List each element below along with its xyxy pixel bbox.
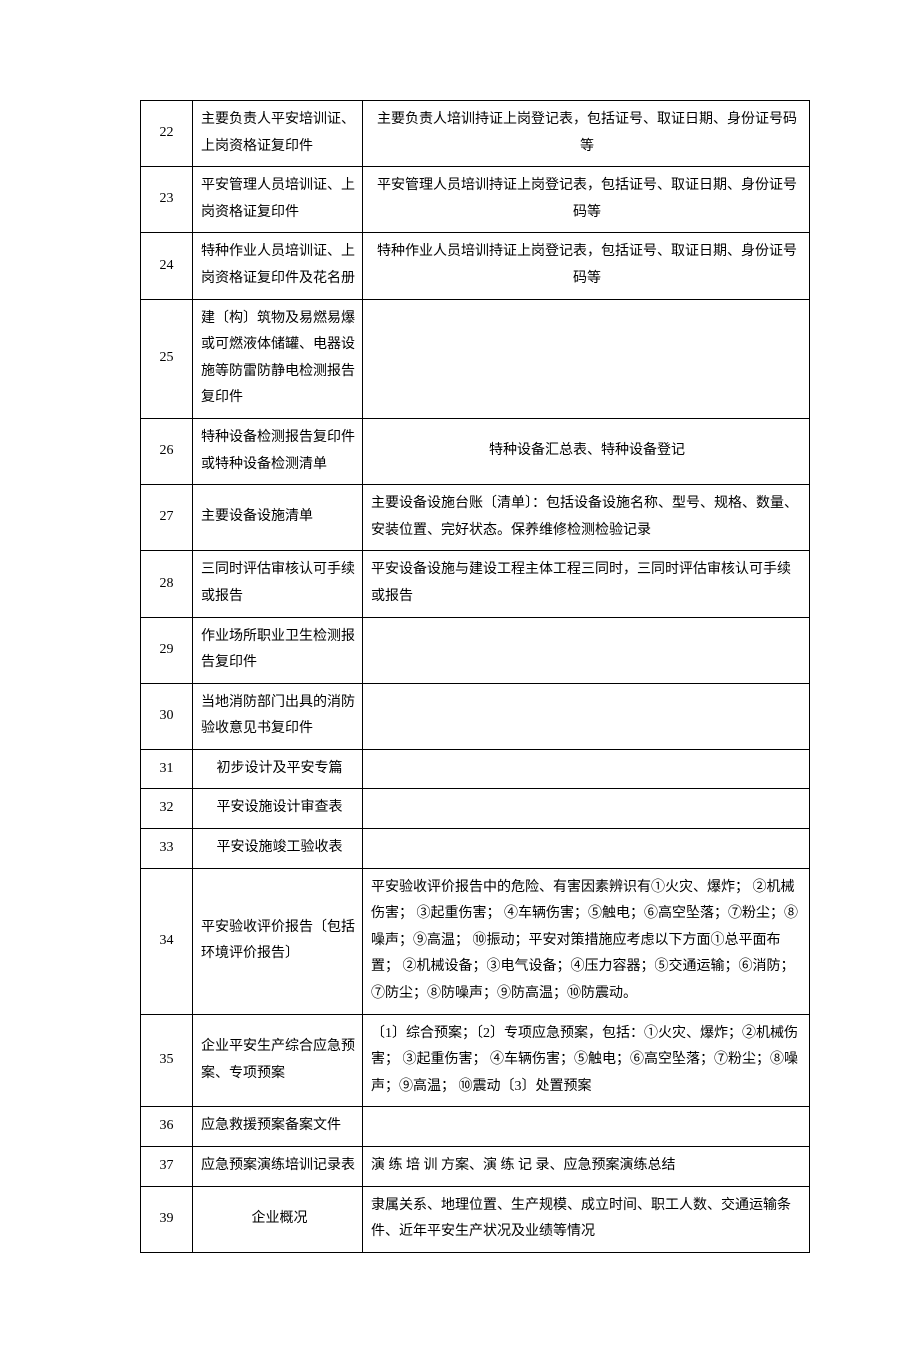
- row-desc: 主要设备设施台账〔清单〕：包括设备设施名称、型号、规格、数量、安装位置、完好状态…: [363, 485, 810, 551]
- row-desc: 主要负责人培训持证上岗登记表，包括证号、取证日期、身份证号码等: [363, 101, 810, 167]
- row-item: 企业平安生产综合应急预案、专项预案: [193, 1014, 363, 1107]
- row-desc: [363, 749, 810, 789]
- row-desc: 平安验收评价报告中的危险、有害因素辨识有①火灾、爆炸； ②机械伤害； ③起重伤害…: [363, 868, 810, 1014]
- row-item: 特种作业人员培训证、上岗资格证复印件及花名册: [193, 233, 363, 299]
- row-number: 30: [141, 683, 193, 749]
- table-row: 37 应急预案演练培训记录表 演 练 培 训 方案、演 练 记 录、应急预案演练…: [141, 1147, 810, 1187]
- row-item: 平安设施设计审查表: [193, 789, 363, 829]
- row-desc: [363, 789, 810, 829]
- row-number: 32: [141, 789, 193, 829]
- row-number: 29: [141, 617, 193, 683]
- row-number: 37: [141, 1147, 193, 1187]
- document-page: 22 主要负责人平安培训证、上岗资格证复印件 主要负责人培训持证上岗登记表，包括…: [0, 0, 920, 1353]
- row-number: 33: [141, 829, 193, 869]
- table-row: 29 作业场所职业卫生检测报告复印件: [141, 617, 810, 683]
- row-item: 应急预案演练培训记录表: [193, 1147, 363, 1187]
- table-row: 34 平安验收评价报告〔包括环境评价报告〕 平安验收评价报告中的危险、有害因素辨…: [141, 868, 810, 1014]
- row-desc: [363, 299, 810, 418]
- row-item: 三同时评估审核认可手续或报告: [193, 551, 363, 617]
- row-item: 企业概况: [193, 1186, 363, 1252]
- row-number: 28: [141, 551, 193, 617]
- row-number: 35: [141, 1014, 193, 1107]
- row-item: 当地消防部门出具的消防验收意见书复印件: [193, 683, 363, 749]
- table-row: 28 三同时评估审核认可手续或报告 平安设备设施与建设工程主体工程三同时，三同时…: [141, 551, 810, 617]
- row-item: 主要负责人平安培训证、上岗资格证复印件: [193, 101, 363, 167]
- row-number: 31: [141, 749, 193, 789]
- row-number: 27: [141, 485, 193, 551]
- table-row: 32 平安设施设计审查表: [141, 789, 810, 829]
- row-desc: 平安设备设施与建设工程主体工程三同时，三同时评估审核认可手续或报告: [363, 551, 810, 617]
- table-row: 33 平安设施竣工验收表: [141, 829, 810, 869]
- row-number: 34: [141, 868, 193, 1014]
- row-item: 特种设备检测报告复印件或特种设备检测清单: [193, 418, 363, 484]
- row-number: 39: [141, 1186, 193, 1252]
- row-desc: 隶属关系、地理位置、生产规模、成立时间、职工人数、交通运输条件、近年平安生产状况…: [363, 1186, 810, 1252]
- table-row: 26 特种设备检测报告复印件或特种设备检测清单 特种设备汇总表、特种设备登记: [141, 418, 810, 484]
- row-item: 主要设备设施清单: [193, 485, 363, 551]
- row-desc: [363, 683, 810, 749]
- row-number: 26: [141, 418, 193, 484]
- row-desc: [363, 829, 810, 869]
- row-number: 22: [141, 101, 193, 167]
- row-desc: 特种作业人员培训持证上岗登记表，包括证号、取证日期、身份证号码等: [363, 233, 810, 299]
- row-desc: 演 练 培 训 方案、演 练 记 录、应急预案演练总结: [363, 1147, 810, 1187]
- row-number: 36: [141, 1107, 193, 1147]
- row-desc: 〔1〕综合预案；〔2〕专项应急预案，包括：①火灾、爆炸；②机械伤害； ③起重伤害…: [363, 1014, 810, 1107]
- row-item: 建〔构〕筑物及易燃易爆或可燃液体储罐、电器设施等防雷防静电检测报告复印件: [193, 299, 363, 418]
- row-item: 作业场所职业卫生检测报告复印件: [193, 617, 363, 683]
- row-item: 平安管理人员培训证、上岗资格证复印件: [193, 167, 363, 233]
- table-row: 25 建〔构〕筑物及易燃易爆或可燃液体储罐、电器设施等防雷防静电检测报告复印件: [141, 299, 810, 418]
- table-row: 23 平安管理人员培训证、上岗资格证复印件 平安管理人员培训持证上岗登记表，包括…: [141, 167, 810, 233]
- table-row: 24 特种作业人员培训证、上岗资格证复印件及花名册 特种作业人员培训持证上岗登记…: [141, 233, 810, 299]
- table-row: 30 当地消防部门出具的消防验收意见书复印件: [141, 683, 810, 749]
- row-item: 平安验收评价报告〔包括环境评价报告〕: [193, 868, 363, 1014]
- row-desc: 平安管理人员培训持证上岗登记表，包括证号、取证日期、身份证号码等: [363, 167, 810, 233]
- row-number: 25: [141, 299, 193, 418]
- row-number: 24: [141, 233, 193, 299]
- row-desc: 特种设备汇总表、特种设备登记: [363, 418, 810, 484]
- table-row: 31 初步设计及平安专篇: [141, 749, 810, 789]
- table-row: 36 应急救援预案备案文件: [141, 1107, 810, 1147]
- row-desc: [363, 617, 810, 683]
- content-table: 22 主要负责人平安培训证、上岗资格证复印件 主要负责人培训持证上岗登记表，包括…: [140, 100, 810, 1253]
- row-item: 初步设计及平安专篇: [193, 749, 363, 789]
- table-row: 35 企业平安生产综合应急预案、专项预案 〔1〕综合预案；〔2〕专项应急预案，包…: [141, 1014, 810, 1107]
- table-row: 27 主要设备设施清单 主要设备设施台账〔清单〕：包括设备设施名称、型号、规格、…: [141, 485, 810, 551]
- row-item: 应急救援预案备案文件: [193, 1107, 363, 1147]
- table-row: 22 主要负责人平安培训证、上岗资格证复印件 主要负责人培训持证上岗登记表，包括…: [141, 101, 810, 167]
- row-item: 平安设施竣工验收表: [193, 829, 363, 869]
- table-row: 39 企业概况 隶属关系、地理位置、生产规模、成立时间、职工人数、交通运输条件、…: [141, 1186, 810, 1252]
- row-desc: [363, 1107, 810, 1147]
- row-number: 23: [141, 167, 193, 233]
